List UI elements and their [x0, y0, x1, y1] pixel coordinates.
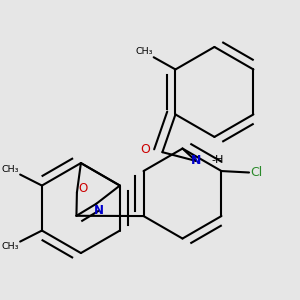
Text: N: N: [94, 204, 104, 217]
Text: Cl: Cl: [250, 166, 263, 179]
Text: O: O: [140, 143, 150, 156]
Text: CH₃: CH₃: [2, 165, 19, 174]
Text: O: O: [79, 182, 88, 195]
Text: CH₃: CH₃: [2, 242, 19, 251]
Text: N: N: [190, 154, 201, 167]
Text: -H: -H: [212, 155, 224, 165]
Text: CH₃: CH₃: [135, 47, 153, 56]
